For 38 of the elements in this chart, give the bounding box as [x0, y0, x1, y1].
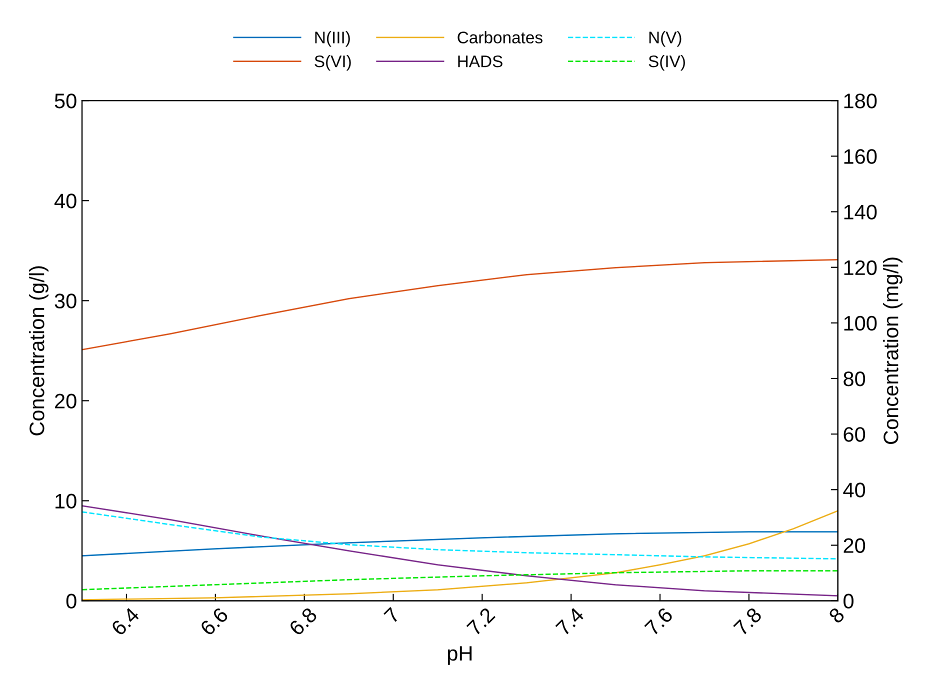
y2-tick-label: 180 [844, 94, 877, 108]
x-tick-label: 6.6 [199, 606, 229, 636]
y2-tick-label: 100 [844, 316, 877, 331]
y2-axis-title: Concentration (mg/l) [883, 258, 902, 444]
y-tick-label: 50 [54, 94, 76, 108]
x-tick-label: 7.2 [466, 606, 496, 636]
y2-tick-label: 160 [844, 149, 877, 164]
legend-label: S(IV) [648, 55, 685, 71]
legend-label: S(VI) [314, 55, 351, 71]
x-tick-label: 7.4 [555, 606, 585, 636]
y-tick-label: 10 [56, 494, 76, 509]
legend-label: N(III) [315, 31, 350, 47]
y2-tick-label: 40 [843, 482, 866, 498]
y2-tick-label: 20 [844, 538, 866, 553]
line-series [82, 258, 838, 350]
y2-tick-label: 60 [844, 427, 866, 442]
y-tick-label: 30 [54, 294, 76, 308]
y-tick-label: 20 [55, 394, 76, 408]
line-series [82, 511, 838, 560]
legend-label: N(V) [649, 31, 682, 47]
x-tick-label: 7 [384, 606, 400, 624]
legend-label: HADS [458, 55, 502, 68]
y-tick-label: 0 [66, 594, 76, 609]
x-tick-label: 8 [828, 606, 846, 624]
y2-tick-label: 80 [844, 371, 866, 386]
x-tick-label: 6.8 [288, 606, 318, 636]
legend-label: Carbonates [458, 31, 542, 44]
line-series [82, 570, 838, 590]
y2-tick-label: 120 [844, 260, 877, 276]
line-series [82, 531, 838, 556]
y2-tick-label: 140 [844, 204, 877, 220]
y-axis-title: Concentration (g/l) [29, 266, 48, 436]
x-tick-label: 6.4 [110, 606, 140, 636]
y-tick-label: 40 [54, 194, 76, 208]
x-tick-label: 7.6 [644, 606, 674, 636]
y2-tick-label: 0 [844, 594, 854, 609]
x-axis-title: pH [448, 646, 472, 665]
x-tick-label: 7.8 [732, 606, 762, 636]
